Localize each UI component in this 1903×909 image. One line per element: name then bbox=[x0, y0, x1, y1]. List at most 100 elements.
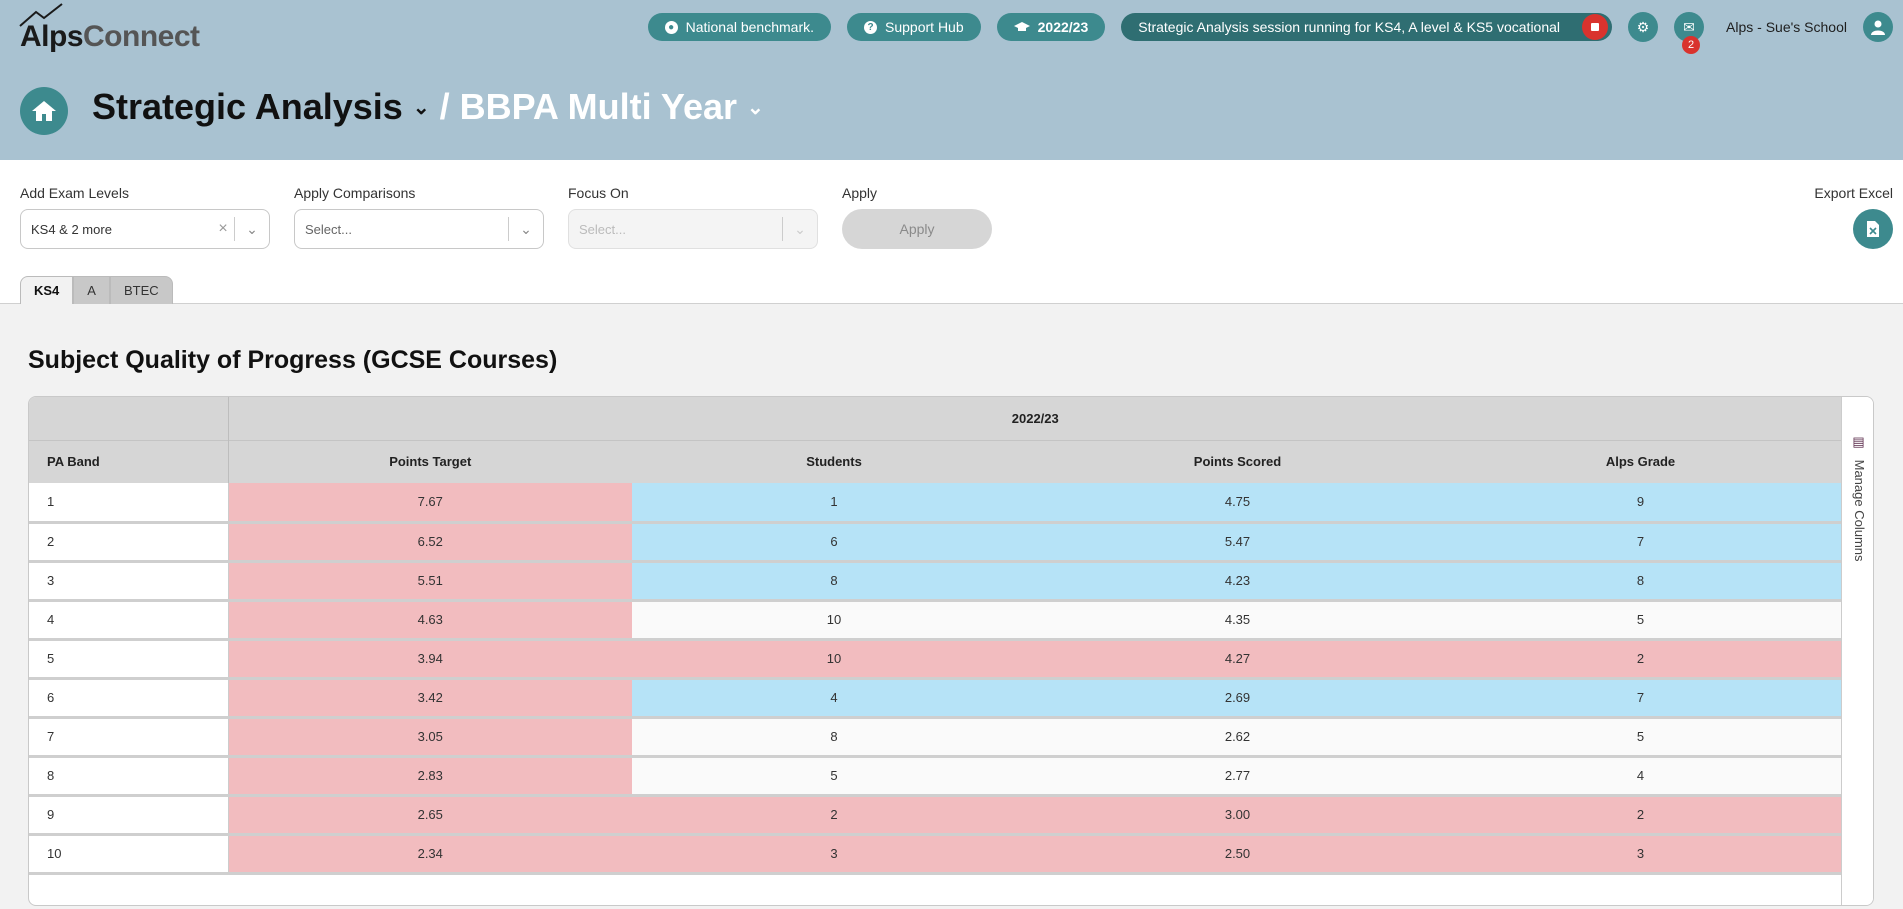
cell-pa-band: 7 bbox=[29, 717, 229, 758]
cell-points-scored: 2.77 bbox=[1036, 756, 1439, 797]
cell-points-target: 3.05 bbox=[228, 717, 632, 758]
table-corner-header bbox=[29, 397, 229, 440]
stop-session-button[interactable] bbox=[1582, 14, 1609, 40]
apply-group: Apply Apply bbox=[842, 185, 992, 249]
column-header-alps-grade[interactable]: Alps Grade bbox=[1439, 439, 1842, 483]
table-row: 10 2.34 3 2.50 3 bbox=[29, 834, 1842, 875]
columns-icon: ▤ bbox=[1852, 435, 1867, 450]
cell-points-scored: 5.47 bbox=[1036, 522, 1439, 563]
cell-alps-grade: 2 bbox=[1439, 795, 1842, 836]
cell-students: 10 bbox=[632, 639, 1036, 680]
manage-columns-label: Manage Columns bbox=[1852, 459, 1867, 562]
apply-button[interactable]: Apply bbox=[842, 209, 992, 249]
cell-students: 10 bbox=[632, 600, 1036, 641]
cell-pa-band: 8 bbox=[29, 756, 229, 797]
cell-points-target: 7.67 bbox=[228, 483, 632, 524]
tab-btec[interactable]: BTEC bbox=[109, 276, 173, 304]
table-row: 1 7.67 1 4.75 9 bbox=[29, 483, 1842, 524]
exam-levels-label: Add Exam Levels bbox=[20, 185, 129, 201]
exam-levels-group: Add Exam Levels KS4 & 2 more × ⌄ bbox=[20, 185, 270, 249]
chevron-down-icon[interactable]: ⌄ bbox=[794, 220, 806, 237]
gear-icon: ⚙ bbox=[1636, 18, 1650, 35]
alps-connect-logo[interactable]: Alps Connect bbox=[19, 3, 200, 54]
cell-points-scored: 3.00 bbox=[1036, 795, 1439, 836]
chevron-down-icon[interactable]: ⌄ bbox=[412, 96, 430, 119]
comparisons-placeholder: Select... bbox=[305, 221, 352, 237]
comparisons-select[interactable]: Select... ⌄ bbox=[294, 209, 544, 249]
support-hub-button[interactable]: ? Support Hub bbox=[847, 13, 981, 41]
exam-levels-select[interactable]: KS4 & 2 more × ⌄ bbox=[20, 209, 270, 249]
cell-points-target: 6.52 bbox=[228, 522, 632, 563]
cell-points-target: 2.34 bbox=[228, 834, 632, 875]
export-excel-button[interactable] bbox=[1853, 209, 1893, 249]
cell-alps-grade: 9 bbox=[1439, 483, 1842, 524]
app-header: Alps Connect ● National benchmark. ? Sup… bbox=[0, 0, 1903, 160]
cell-alps-grade: 7 bbox=[1439, 522, 1842, 563]
table-body: 1 7.67 1 4.75 9 2 6.52 6 5.47 7 3 5.51 8 4.23 8 4 4.63 10… bbox=[29, 483, 1842, 875]
cell-points-scored: 4.35 bbox=[1036, 600, 1439, 641]
focus-on-label: Focus On bbox=[568, 185, 629, 201]
cell-students: 5 bbox=[632, 756, 1036, 797]
cell-points-scored: 4.27 bbox=[1036, 639, 1439, 680]
graduation-cap-icon bbox=[1013, 22, 1030, 31]
breadcrumb-separator: / bbox=[439, 86, 450, 127]
academic-year-button[interactable]: 2022/23 bbox=[996, 13, 1106, 41]
page-breadcrumb: Strategic Analysis ⌄ / BBPA Multi Year ⌄ bbox=[92, 86, 764, 128]
user-avatar[interactable] bbox=[1863, 12, 1893, 42]
cell-alps-grade: 3 bbox=[1439, 834, 1842, 875]
cell-points-target: 2.83 bbox=[228, 756, 632, 797]
chevron-down-icon[interactable]: ⌄ bbox=[747, 96, 764, 119]
cell-students: 3 bbox=[632, 834, 1036, 875]
stop-icon bbox=[1591, 23, 1600, 31]
cell-pa-band: 4 bbox=[29, 600, 229, 641]
tab-a[interactable]: A bbox=[73, 276, 110, 304]
notifications-badge: 2 bbox=[1682, 36, 1701, 54]
logo-mountain-icon bbox=[19, 3, 63, 27]
column-header-pa-band[interactable]: PA Band bbox=[29, 439, 229, 483]
page-subtitle[interactable]: BBPA Multi Year bbox=[459, 86, 737, 127]
session-status: Strategic Analysis session running for K… bbox=[1121, 13, 1613, 41]
cell-pa-band: 5 bbox=[29, 639, 229, 680]
export-group: Export Excel bbox=[1814, 185, 1893, 249]
chevron-down-icon[interactable]: ⌄ bbox=[246, 220, 258, 237]
cell-points-target: 4.63 bbox=[228, 600, 632, 641]
cell-points-target: 3.94 bbox=[228, 639, 632, 680]
manage-columns-button[interactable]: ▤ Manage Columns bbox=[1841, 397, 1873, 905]
cell-students: 6 bbox=[632, 522, 1036, 563]
academic-year-label: 2022/23 bbox=[1037, 19, 1089, 35]
cell-alps-grade: 2 bbox=[1439, 639, 1842, 680]
table-row: 2 6.52 6 5.47 7 bbox=[29, 522, 1842, 563]
cell-points-target: 5.51 bbox=[228, 561, 632, 602]
progress-table: 2022/23 PA Band Points Target Students P… bbox=[29, 397, 1842, 875]
export-excel-label: Export Excel bbox=[1814, 185, 1893, 201]
messages-button[interactable]: ✉ 2 bbox=[1674, 12, 1705, 54]
support-hub-label: Support Hub bbox=[885, 19, 964, 35]
table-row: 4 4.63 10 4.35 5 bbox=[29, 600, 1842, 641]
table-row: 3 5.51 8 4.23 8 bbox=[29, 561, 1842, 602]
home-button[interactable] bbox=[20, 87, 68, 135]
column-header-points-target[interactable]: Points Target bbox=[228, 439, 632, 483]
cell-points-scored: 2.50 bbox=[1036, 834, 1439, 875]
column-header-points-scored[interactable]: Points Scored bbox=[1036, 439, 1439, 483]
tab-ks4[interactable]: KS4 bbox=[20, 276, 74, 304]
page-title[interactable]: Strategic Analysis bbox=[92, 86, 403, 127]
clear-icon[interactable]: × bbox=[218, 220, 228, 237]
focus-on-select[interactable]: Select... ⌄ bbox=[568, 209, 818, 249]
session-status-label: Strategic Analysis session running for K… bbox=[1138, 19, 1561, 35]
cell-pa-band: 2 bbox=[29, 522, 229, 563]
eye-icon: ● bbox=[664, 20, 678, 34]
cell-students: 2 bbox=[632, 795, 1036, 836]
cell-pa-band: 10 bbox=[29, 834, 229, 875]
home-icon bbox=[32, 101, 56, 121]
settings-button[interactable]: ⚙ bbox=[1628, 12, 1659, 42]
chevron-down-icon[interactable]: ⌄ bbox=[520, 220, 532, 237]
apply-label: Apply bbox=[842, 185, 878, 201]
question-icon: ? bbox=[864, 20, 878, 34]
school-name[interactable]: Alps - Sue's School bbox=[1726, 19, 1847, 35]
select-divider bbox=[234, 217, 235, 241]
cell-pa-band: 1 bbox=[29, 483, 229, 524]
select-divider bbox=[508, 217, 509, 241]
cell-students: 1 bbox=[632, 483, 1036, 524]
national-benchmark-button[interactable]: ● National benchmark. bbox=[647, 13, 832, 41]
column-header-students[interactable]: Students bbox=[632, 439, 1036, 483]
